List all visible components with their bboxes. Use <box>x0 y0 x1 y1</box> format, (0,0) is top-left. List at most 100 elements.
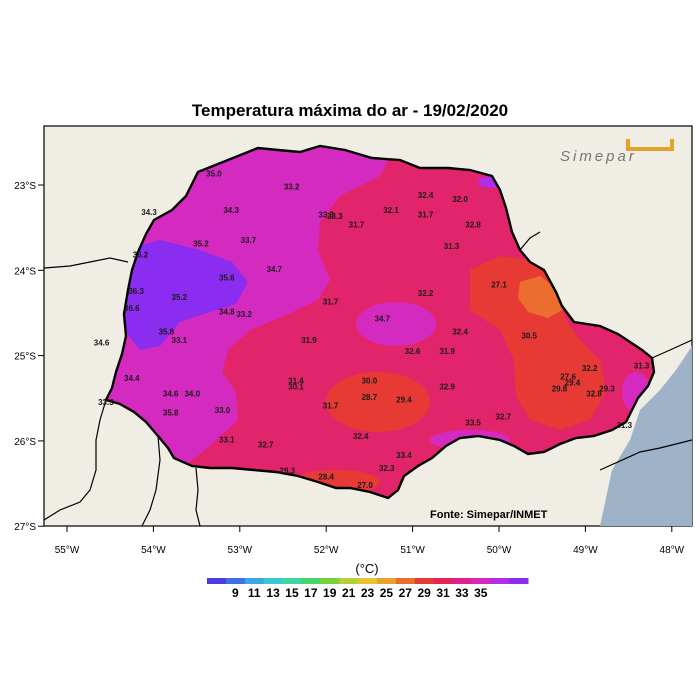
station-value: 32.6 <box>405 347 421 356</box>
x-tick-label: 54°W <box>141 545 166 556</box>
x-tick-label: 53°W <box>228 545 253 556</box>
station-value: 36.2 <box>133 251 149 260</box>
colorbar-label: 27 <box>399 586 413 600</box>
colorbar-swatch <box>301 578 321 584</box>
station-value: 32.9 <box>439 383 455 392</box>
x-tick-label: 50°W <box>487 545 512 556</box>
colorbar-swatch <box>225 578 246 584</box>
y-tick-label: 24°S <box>14 266 36 277</box>
station-value: 29.4 <box>396 396 412 405</box>
colorbar-label: 21 <box>342 586 356 600</box>
x-axis: 55°W 54°W 53°W 52°W 51°W 50°W 49°W 48°W <box>55 526 685 556</box>
colorbar-swatch <box>358 578 378 584</box>
station-value: 33.1 <box>219 436 235 445</box>
station-value: 32.7 <box>258 441 274 450</box>
station-value: 35.2 <box>172 293 188 302</box>
station-value: 29.8 <box>552 384 568 393</box>
x-tick-label: 55°W <box>55 545 80 556</box>
colorbar-swatch <box>471 578 491 584</box>
station-value: 31.3 <box>616 421 632 430</box>
ocean <box>600 346 692 526</box>
colorbar-swatch <box>452 578 472 584</box>
y-tick-label: 25°S <box>14 352 36 363</box>
station-value: 29.4 <box>565 378 581 387</box>
station-values: 35.033.232.4 32.034.3 34.3 33.333.332.131.7… <box>94 169 650 489</box>
station-value: 36.3 <box>128 287 144 296</box>
station-value: 28.7 <box>362 393 378 402</box>
station-value: 34.3 <box>141 208 157 217</box>
parana-outline <box>104 144 656 500</box>
x-tick-label: 49°W <box>573 545 598 556</box>
station-value: 34.0 <box>184 390 200 399</box>
station-value: 32.7 <box>496 413 512 422</box>
colorbar-label: 9 <box>232 586 239 600</box>
station-value: 34.8 <box>219 308 235 317</box>
x-tick-label: 48°W <box>660 545 685 556</box>
simepar-logo: Simepar <box>560 139 674 165</box>
station-value: 34.6 <box>163 390 179 399</box>
source-label: Fonte: Simepar/INMET <box>430 509 548 521</box>
station-value: 35.8 <box>159 327 175 336</box>
colorbar-label: 19 <box>323 586 337 600</box>
colorbar-swatch <box>376 578 397 584</box>
station-value: 33.5 <box>465 419 481 428</box>
station-value: 33.2 <box>284 182 300 191</box>
station-value: 35.8 <box>163 408 179 417</box>
station-value: 35.0 <box>206 169 222 178</box>
colorbar-label: 31 <box>436 586 450 600</box>
temperature-fill <box>106 146 654 498</box>
station-value: 33.3 <box>98 398 114 407</box>
station-value: 31.7 <box>418 210 434 219</box>
colorbar: 9 11 13 15 17 19 21 23 25 27 29 31 33 35 <box>207 578 529 600</box>
station-value: 29.3 <box>280 466 296 475</box>
colorbar-swatch <box>339 578 359 584</box>
simepar-logo-mark <box>626 139 674 151</box>
colorbar-label: 23 <box>361 586 375 600</box>
station-value: 27.0 <box>357 481 373 490</box>
colorbar-swatch <box>433 578 453 584</box>
station-value: 34.6 <box>94 338 110 347</box>
station-value: 35.2 <box>193 239 209 248</box>
colorbar-swatch <box>320 578 340 584</box>
station-value: 27.6 <box>560 372 576 381</box>
station-value: 34.7 <box>267 265 283 274</box>
colorbar-swatch <box>263 578 284 584</box>
colorbar-swatch <box>509 578 529 584</box>
station-value: 31.9 <box>439 347 455 356</box>
y-tick-label: 26°S <box>14 437 36 448</box>
station-value: 36.6 <box>124 304 140 313</box>
x-tick-label: 52°W <box>314 545 339 556</box>
station-value: 31.3 <box>444 242 460 251</box>
station-value: 33.3 <box>327 212 343 221</box>
station-value: 31.4 <box>288 377 304 386</box>
station-value: 32.2 <box>418 289 434 298</box>
station-value: 27.1 <box>491 280 507 289</box>
station-value: 30.5 <box>521 332 537 341</box>
station-value: 35.6 <box>219 274 235 283</box>
station-value: 30.0 <box>362 377 378 386</box>
station-value: 32.0 <box>452 195 468 204</box>
station-value: 30.1 <box>288 383 304 392</box>
station-value: 33.1 <box>172 336 188 345</box>
colorbar-swatch <box>490 578 510 584</box>
colorbar-swatch <box>282 578 302 584</box>
station-value: 32.4 <box>418 191 434 200</box>
station-value: 29.3 <box>599 384 615 393</box>
colorbar-label: 13 <box>266 586 280 600</box>
station-value: 33.7 <box>241 236 257 245</box>
station-value: 33.4 <box>396 451 412 460</box>
station-value: 34.7 <box>375 314 391 323</box>
map-title: Temperatura máxima do ar - 19/02/2020 <box>191 101 509 120</box>
station-value: 31.9 <box>301 336 317 345</box>
station-value: 28.4 <box>318 472 334 481</box>
simepar-logo-text: Simepar <box>560 148 637 165</box>
y-axis: 23°S 24°S 25°S 26°S 27°S <box>14 181 44 533</box>
station-value: 32.1 <box>383 206 399 215</box>
colorbar-swatch <box>414 578 435 584</box>
border-lines <box>44 231 692 526</box>
colorbar-label: 11 <box>248 586 261 600</box>
station-value: 31.7 <box>349 221 365 230</box>
station-value: 32.2 <box>582 364 598 373</box>
station-value: 32.4 <box>353 432 369 441</box>
